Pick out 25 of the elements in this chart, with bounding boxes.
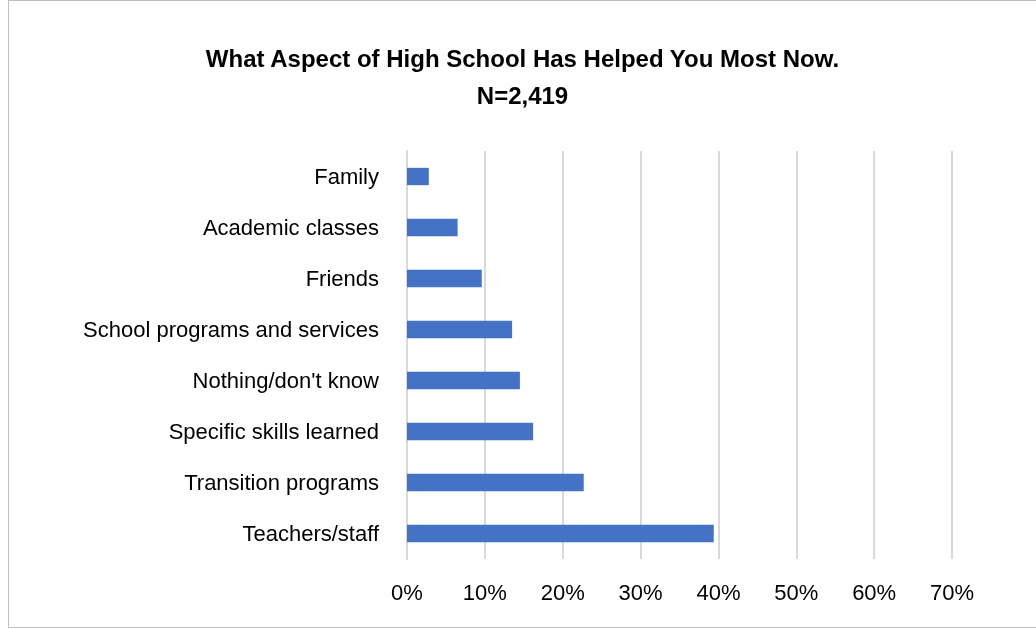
x-tick-label: 60% bbox=[852, 579, 897, 605]
bar bbox=[407, 269, 482, 288]
x-tick-label: 40% bbox=[696, 579, 741, 605]
bar bbox=[407, 320, 513, 339]
chart-title: What Aspect of High School Has Helped You Most Now. N=2,419 bbox=[205, 45, 840, 109]
x-tick-label: 50% bbox=[774, 579, 819, 605]
bar bbox=[407, 473, 584, 492]
x-tick-label: 30% bbox=[618, 579, 663, 605]
x-tick-label: 10% bbox=[462, 579, 507, 605]
y-tick-label: Friends bbox=[305, 266, 379, 291]
y-tick-label: Academic classes bbox=[202, 215, 379, 240]
x-tick-label: 20% bbox=[540, 579, 585, 605]
y-tick-label: Specific skills learned bbox=[168, 419, 379, 444]
x-tick-label: 70% bbox=[929, 579, 975, 605]
y-tick-label: Nothing/don't know bbox=[192, 368, 380, 393]
y-tick-label: School programs and services bbox=[83, 317, 379, 342]
y-tick-label: Transition programs bbox=[184, 470, 379, 495]
bar bbox=[407, 371, 520, 390]
bar bbox=[407, 524, 714, 543]
y-tick-label: Teachers/staff bbox=[242, 521, 380, 546]
x-tick-label: 0% bbox=[391, 579, 423, 605]
y-tick-label: Family bbox=[314, 164, 379, 189]
bar bbox=[407, 167, 429, 186]
bar bbox=[407, 218, 458, 237]
bar bbox=[407, 422, 534, 441]
